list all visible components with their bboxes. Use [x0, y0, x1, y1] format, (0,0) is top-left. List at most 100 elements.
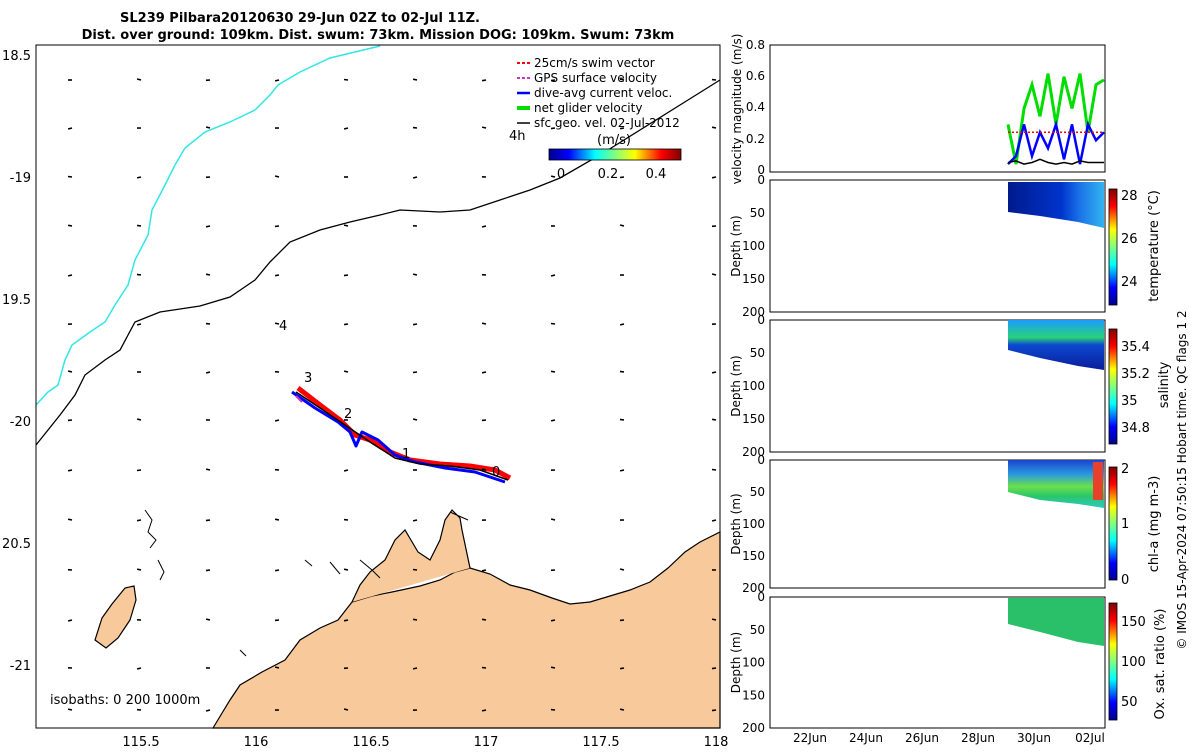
- time-tick-3: 28Jun: [961, 731, 995, 745]
- geo-vector-arrow: [206, 710, 210, 711]
- day-marker-4h: 4h: [509, 129, 526, 144]
- geo-vector-arrow: [712, 710, 716, 711]
- depth-tick: 150: [742, 688, 765, 702]
- map-colorbar-unit: (m/s): [597, 133, 631, 148]
- depth-tick: 150: [742, 549, 765, 563]
- depth-tick: 50: [750, 206, 765, 220]
- legend-label-0: 25cm/s swim vector: [534, 56, 655, 70]
- legend-label-4: sfc geo. vel. 02-Jul-2012: [534, 116, 680, 130]
- geo-vector-arrow: [482, 570, 486, 571]
- temperature-panel: 28 26 24 temperature (°C): [770, 180, 1162, 312]
- geo-vector-arrow: [551, 620, 555, 621]
- map-colorbar-gradient: [549, 149, 681, 160]
- geo-vector-arrow: [712, 127, 716, 128]
- legend-label-3: net glider velocity: [534, 101, 642, 115]
- geo-vector-arrow: [275, 176, 279, 177]
- geo-vector-arrow: [413, 274, 417, 275]
- salinity-cbar-tick-2: 35: [1121, 394, 1138, 409]
- geo-vector-arrow: [344, 80, 348, 81]
- depth-tick: 0: [757, 313, 765, 327]
- geo-vector-arrow: [68, 177, 72, 178]
- temperature-cbar-tick-2: 24: [1121, 275, 1138, 290]
- geo-vector-arrow: [344, 324, 348, 325]
- geo-vector-arrow: [551, 519, 555, 520]
- depth-tick: 150: [742, 272, 765, 286]
- geo-vector-arrow: [712, 177, 716, 178]
- map-y-tick-1: -19: [10, 171, 31, 186]
- depth-tick: 100: [742, 239, 765, 253]
- oxygen-cbar-tick-1: 100: [1121, 655, 1146, 670]
- salinity-cbar-label: salinity: [1157, 361, 1172, 408]
- salinity-cbar-tick-1: 35.2: [1121, 367, 1150, 382]
- geo-vector-arrow: [413, 570, 417, 571]
- title-line-1: SL239 Pilbara20120630 29-Jun 02Z to 02-J…: [120, 11, 480, 26]
- geo-vector-arrow: [137, 225, 141, 226]
- geo-vector-arrow: [137, 274, 141, 275]
- velocity-tick-2: 0.4: [746, 100, 765, 114]
- geo-vector-arrow: [275, 275, 279, 276]
- velocity-tick-3: 0.6: [746, 69, 765, 83]
- salinity-panel: 35.4 35.2 35 34.8 salinity: [770, 320, 1172, 452]
- footer-credit: © IMOS 15-Apr-2024 07:50:15 Hobart time.…: [1175, 310, 1189, 649]
- geo-vector-arrow: [206, 619, 210, 620]
- geo-vector-arrow: [413, 520, 417, 521]
- depth-tick: 50: [750, 623, 765, 637]
- time-tick-0: 22Jun: [793, 731, 827, 745]
- geo-vector-arrow: [712, 419, 716, 420]
- geo-vector-arrow: [275, 323, 279, 324]
- depth-tick: 0: [757, 590, 765, 604]
- depth-tick: 50: [750, 485, 765, 499]
- geo-vector-arrow: [620, 709, 624, 710]
- geo-vector-arrow: [620, 225, 624, 226]
- depth-tick: 50: [750, 346, 765, 360]
- geo-vector-arrow: [344, 620, 348, 621]
- map-colorbar-tick-1: 0.2: [598, 167, 619, 182]
- chla-high-patch: [1093, 462, 1103, 500]
- geo-vector-arrow: [551, 275, 555, 276]
- map-x-tick-4: 117.5: [582, 735, 619, 750]
- chla-cbar-tick-1: 1: [1121, 517, 1129, 532]
- geo-vector-arrow: [344, 371, 348, 372]
- map-y-axis: 18.5 -19 19.5 -20 20.5 -21: [2, 49, 31, 674]
- geo-vector-arrow: [206, 570, 210, 571]
- oxygen-cbar-tick-0: 150: [1121, 615, 1146, 630]
- geo-vector-arrow: [275, 420, 279, 421]
- map-x-tick-3: 117: [474, 735, 499, 750]
- title-line-2: Dist. over ground: 109km. Dist. swum: 73…: [82, 28, 675, 43]
- geo-vector-arrow: [413, 419, 417, 420]
- chla-cbar-tick-0: 2: [1121, 462, 1129, 477]
- geo-vector-arrow: [620, 668, 624, 669]
- geo-vector-arrow: [344, 569, 348, 570]
- legend-label-1: GPS surface velocity: [534, 71, 657, 85]
- chla-colorbar: [1109, 467, 1117, 580]
- geo-vector-arrow: [68, 470, 72, 471]
- geo-vector-arrow: [275, 667, 279, 668]
- geo-vector-arrow: [344, 275, 348, 276]
- geo-vector-arrow: [68, 371, 72, 372]
- depth-tick: 100: [742, 517, 765, 531]
- map-y-tick-2: 19.5: [2, 293, 31, 308]
- velocity-ylabel: velocity magnitude (m/s): [730, 34, 744, 185]
- velocity-tick-1: 0.2: [746, 132, 765, 146]
- time-tick-5: 02Jul: [1075, 731, 1105, 745]
- geo-vector-arrow: [68, 709, 72, 710]
- map-x-tick-0: 115.5: [122, 735, 159, 750]
- map-x-axis: 115.5 116 116.5 117 117.5 118: [122, 735, 728, 750]
- map-panel: 0 1 2 3 4 4h 25cm/s swim vector GPS surf…: [2, 45, 728, 750]
- geo-vector-arrow: [712, 520, 716, 521]
- velocity-panel: 0 0.2 0.4 0.6 0.8 velocity magnitude (m/…: [730, 34, 1105, 185]
- geo-vector-arrow: [551, 176, 555, 177]
- chla-cbar-label: chl-a (mg m-3): [1147, 476, 1162, 573]
- temperature-cbar-tick-1: 26: [1121, 232, 1138, 247]
- depth-ylabel: Depth (m): [729, 215, 743, 276]
- geo-vector-arrow: [620, 419, 624, 420]
- geo-vector-arrow: [206, 520, 210, 521]
- geo-vector-arrow: [137, 569, 141, 570]
- geo-vector-arrow: [482, 668, 486, 669]
- geo-vector-arrow: [137, 177, 141, 178]
- depth-tick: 0: [757, 173, 765, 187]
- depth-tick: 100: [742, 656, 765, 670]
- day-marker-0: 0: [492, 465, 500, 480]
- temperature-cbar-label: temperature (°C): [1147, 190, 1162, 302]
